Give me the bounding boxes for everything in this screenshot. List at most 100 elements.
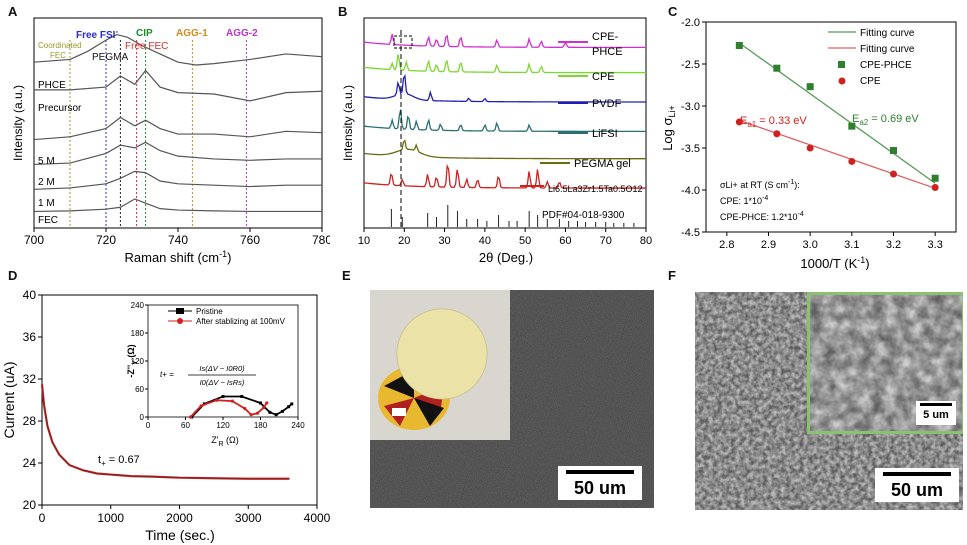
inset-point-pristine — [274, 413, 278, 417]
b-xtick-label: 40 — [479, 235, 491, 247]
curve-label-fec: FEC — [38, 215, 58, 226]
curve-label-phce: PHCE — [38, 80, 66, 91]
legend-fit-2: Fitting curve — [860, 44, 915, 55]
inset-point-after — [265, 401, 269, 405]
c-point-cpe — [773, 130, 781, 138]
d-ytick-label: 40 — [23, 288, 37, 302]
b-curve — [363, 139, 647, 160]
panel-label-d: D — [8, 268, 18, 283]
annot-rt-title: σLi+ at RT (S cm-1): — [720, 179, 800, 190]
legend-lifsi: LiFSI — [592, 128, 618, 140]
annot-cip: CIP — [136, 28, 153, 39]
panel-e-photo-inset — [370, 290, 510, 440]
legend-cpephce: CPE-PHCE — [860, 60, 912, 71]
b-curve — [363, 54, 647, 74]
c-xtick-label: 3.3 — [928, 239, 943, 251]
panel-label-f: F — [668, 268, 676, 283]
inset-xtick-label: 180 — [254, 421, 268, 430]
b-xtick-label: 20 — [398, 235, 410, 247]
inset-legend-pristine: Pristine — [196, 307, 223, 316]
a-curve — [33, 33, 323, 66]
annot-ea1: Ea1 = 0.33 eV — [740, 115, 807, 129]
legend-fit-1: Fitting curve — [860, 28, 915, 39]
inset-point-pristine — [221, 394, 225, 398]
b-xtick-label: 60 — [559, 235, 571, 247]
inset-ytick-label: 180 — [131, 329, 145, 338]
annot-agg1: AGG-1 — [176, 28, 208, 39]
panel-c-ylabel: Log σLi+ — [660, 105, 677, 151]
c-ytick-label: -4.5 — [681, 227, 700, 239]
annot-rt-phce: CPE-PHCE: 1.2*10-4 — [720, 211, 804, 222]
d-xtick-label: 1000 — [97, 511, 124, 525]
legend-pegma: PEGMA gel — [574, 158, 631, 170]
c-ytick-label: -2.5 — [681, 59, 700, 71]
inset-formula-num: Is(ΔV − I0R0) — [199, 364, 245, 373]
c-ytick-label: -3.0 — [681, 101, 700, 113]
legend-pdf: PDF#04-018-9300 — [542, 210, 625, 221]
d-xtick-label: 0 — [39, 511, 46, 525]
a-curve — [33, 198, 322, 213]
legend-marker-cpe — [838, 77, 846, 85]
d-ytick-label: 32 — [23, 372, 37, 386]
panel-a-raman-chart: 700 720 740 760 780 Intensity (a.u.) Raman s… — [11, 17, 330, 265]
inset-point-after — [199, 404, 203, 408]
inset-point-pristine — [268, 410, 272, 414]
panel-d-xlabel: Time (sec.) — [145, 527, 214, 543]
d-current-curve-core — [41, 384, 290, 480]
c-xtick-label: 2.8 — [719, 239, 734, 251]
curve-label-precursor: Precursor — [38, 103, 82, 114]
inset-point-after — [262, 406, 266, 410]
a-xtick-label: 720 — [96, 233, 116, 247]
curve-label-2m: 2 M — [38, 177, 55, 188]
annot-free-fec: Free FEC — [125, 41, 168, 52]
inset-point-pristine — [290, 402, 294, 406]
annot-rt-cpe: CPE: 1*10-4 — [720, 195, 768, 206]
d-ytick-label: 24 — [23, 456, 37, 470]
panel-f-sem-image: 5 um 50 um — [695, 292, 963, 510]
curve-label-5m: 5 M — [38, 156, 55, 167]
annot-coordinated: Coordinated — [38, 41, 82, 50]
a-curve — [34, 69, 323, 102]
panel-f-scalebar-line — [883, 472, 951, 476]
a-curve — [33, 170, 322, 190]
inset-point-after — [249, 413, 253, 417]
panel-label-a: A — [8, 4, 18, 19]
inset-xtick-label: 240 — [291, 421, 305, 430]
panel-a-xlabel: Raman shift (cm-1) — [125, 249, 232, 265]
b-xtick-label: 80 — [640, 235, 652, 247]
c-ytick-label: -4.0 — [681, 185, 700, 197]
legend-llzto: Li6.5La3Zr1.5Ta0.5O12 — [548, 184, 643, 194]
c-xtick-label: 3.1 — [844, 239, 859, 251]
annot-ea2: Ea2 = 0.69 eV — [852, 113, 919, 127]
c-point-phce — [931, 174, 939, 182]
panel-b-xrd-chart: 10 20 30 40 50 60 70 80 Intensity (a.u.) 2θ (De… — [341, 17, 652, 265]
panel-f-zoom-inset: 5 um — [807, 292, 963, 434]
c-fit-line — [739, 119, 936, 189]
inset-point-after — [230, 399, 234, 403]
panel-e-scalebar-label: 50 um — [573, 478, 627, 498]
b-curve — [363, 33, 647, 49]
inset-point-pristine — [240, 394, 244, 398]
panel-f-scalebar-label: 50 um — [890, 480, 944, 500]
inset-legend-after: After stablizing at 100mV — [196, 317, 286, 326]
inset-ytick-label: 120 — [131, 357, 145, 366]
panel-e-scalebar: 50 um — [558, 466, 642, 500]
inset-ytick-label: 0 — [140, 413, 145, 422]
panel-a-ylabel: Intensity (a.u.) — [11, 85, 25, 161]
legend-cpe: CPE — [592, 71, 615, 83]
a-curve — [33, 141, 322, 166]
inset-point-pristine — [280, 409, 284, 413]
legend-cpephce-2: PHCE — [592, 46, 623, 58]
c-xtick-label: 3.0 — [803, 239, 818, 251]
panel-f-inset-texture — [810, 295, 962, 431]
inset-xtick-label: 0 — [146, 421, 151, 430]
inset-point-after — [255, 411, 259, 415]
a-xtick-label: 700 — [24, 233, 44, 247]
c-point-phce — [806, 83, 814, 91]
panel-d-current-chart: 0 1000 2000 3000 4000 40 36 32 28 24 20 Current (u… — [1, 288, 330, 543]
panel-label-b: B — [338, 4, 348, 19]
panel-d-ylabel: Current (uA) — [1, 361, 17, 438]
inset-point-after — [188, 415, 193, 419]
d-ytick-label: 20 — [23, 498, 37, 512]
c-point-cpe — [735, 118, 743, 126]
